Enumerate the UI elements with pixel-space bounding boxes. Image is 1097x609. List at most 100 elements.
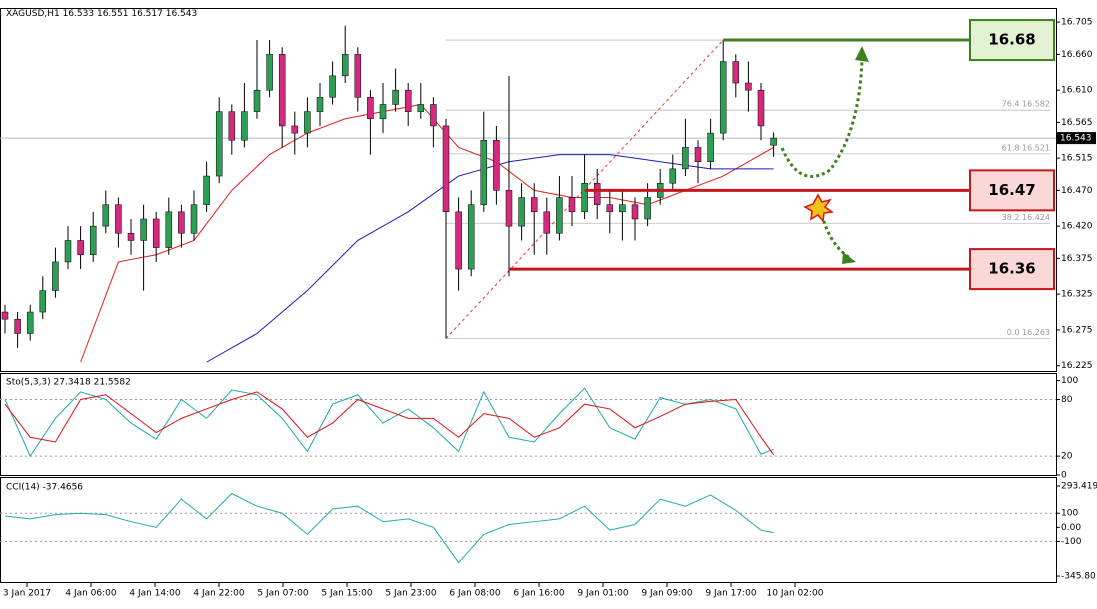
candle-body xyxy=(770,137,777,146)
candle-body xyxy=(266,54,273,91)
x-tick-label: 4 Jan 14:00 xyxy=(129,589,181,599)
level-label: 16.68 xyxy=(988,31,1035,49)
level-label: 16.47 xyxy=(988,181,1035,199)
candle-body xyxy=(404,89,412,112)
candle-body xyxy=(215,111,223,177)
cci-line xyxy=(4,492,774,564)
y-tick-label: 100 xyxy=(1061,376,1078,386)
candle-body xyxy=(278,54,286,127)
fib-label: 0.0 16.263 xyxy=(1007,328,1050,337)
x-tick-label: 6 Jan 16:00 xyxy=(513,589,565,599)
header: XAGUSD,H1 16.533 16.551 16.517 16.543 xyxy=(6,9,197,19)
level-box xyxy=(969,169,1055,212)
y-tick-label: 20 xyxy=(1061,452,1073,462)
arrowhead xyxy=(855,46,869,62)
candle-body xyxy=(745,82,752,91)
candle-body xyxy=(241,111,248,141)
fib-label: 61.8 16.521 xyxy=(1002,143,1050,152)
candle-body xyxy=(442,125,450,213)
breakout-icon xyxy=(803,193,834,223)
candle-body xyxy=(669,168,677,184)
price-box xyxy=(1056,132,1096,145)
low: 16.517 xyxy=(131,9,163,19)
candle-body xyxy=(14,318,21,334)
candle-body xyxy=(127,233,135,241)
y-tick-label: 16.565 xyxy=(1061,118,1093,128)
candle-body xyxy=(64,240,72,263)
candle-body xyxy=(379,104,387,120)
candle-body xyxy=(467,204,475,270)
arrows xyxy=(780,46,869,264)
candle-body xyxy=(530,197,538,213)
x-tick-label: 10 Jan 02:00 xyxy=(767,589,824,599)
candle-body xyxy=(304,111,311,134)
candle-body xyxy=(719,61,727,134)
candle-body xyxy=(77,240,84,256)
fib-diagonal xyxy=(445,39,724,339)
candle-body xyxy=(291,125,299,134)
stochastic-panel xyxy=(0,373,1057,476)
candle-body xyxy=(52,261,59,291)
candle-body xyxy=(140,218,147,241)
candle-body xyxy=(316,97,324,112)
y-tick-label: 100 xyxy=(1061,509,1078,519)
candle-body xyxy=(493,140,500,191)
candle-body xyxy=(354,54,362,98)
candle-body xyxy=(682,147,689,170)
x-tick-label: 5 Jan 07:00 xyxy=(257,589,309,599)
stochastic-title: Sto(5,3,3) 27.3418 21.5582 xyxy=(6,378,131,388)
y-tick-label: 16.420 xyxy=(1061,222,1093,232)
y-tick-label: 16.610 xyxy=(1061,86,1093,96)
x-tick-label: 9 Jan 01:00 xyxy=(577,589,629,599)
candle-body xyxy=(480,140,488,205)
candle-body xyxy=(178,211,185,234)
y-tick-label: 16.275 xyxy=(1061,325,1093,335)
candle-body xyxy=(694,147,702,162)
fib-label: 38.2 16.424 xyxy=(1002,213,1050,222)
candle-body xyxy=(341,54,349,77)
candle-body xyxy=(203,175,210,205)
candle-body xyxy=(102,204,110,227)
candle-body xyxy=(732,61,740,84)
x-tick-label: 9 Jan 09:00 xyxy=(641,589,693,599)
y-tick-label: 16.515 xyxy=(1061,154,1093,164)
x-tick-label: 5 Jan 23:00 xyxy=(385,589,437,599)
stochastic-line xyxy=(4,387,774,458)
candle-body xyxy=(430,104,437,127)
x-tick-label: 9 Jan 17:00 xyxy=(705,589,757,599)
y-tick-label: 16.375 xyxy=(1061,254,1093,264)
price-label: 16.543 xyxy=(1060,134,1092,144)
cci-panel xyxy=(0,477,1057,583)
candle-body xyxy=(593,182,601,205)
stochastic-line xyxy=(4,391,775,455)
x-tick-label: 6 Jan 08:00 xyxy=(449,589,501,599)
candle-body xyxy=(556,197,563,234)
y-tick-label: 0.00 xyxy=(1061,523,1081,533)
y-tick-label: 0 xyxy=(1061,471,1067,481)
candle-body xyxy=(1,311,9,320)
y-tick-label: 16.705 xyxy=(1061,18,1093,28)
candle-body xyxy=(707,132,714,162)
candle-body xyxy=(505,190,513,227)
candle-body xyxy=(568,197,576,213)
level-box xyxy=(969,248,1055,291)
y-tick-label: 80 xyxy=(1061,395,1073,405)
candle-body xyxy=(89,225,97,256)
candle-body xyxy=(543,211,551,234)
y-tick-label: 16.470 xyxy=(1061,186,1093,196)
x-tick-label: 4 Jan 06:00 xyxy=(65,589,117,599)
candle-body xyxy=(392,89,399,105)
candle-body xyxy=(329,75,336,98)
high: 16.551 xyxy=(97,9,129,19)
candle-body xyxy=(606,204,614,213)
candle-body xyxy=(455,211,462,270)
candle-body xyxy=(518,197,525,227)
candle-body xyxy=(115,204,122,234)
level-label: 16.36 xyxy=(988,260,1035,278)
x-tick-label: 5 Jan 15:00 xyxy=(321,589,373,599)
candle-body xyxy=(581,182,588,213)
open: 16.533 xyxy=(63,9,95,19)
